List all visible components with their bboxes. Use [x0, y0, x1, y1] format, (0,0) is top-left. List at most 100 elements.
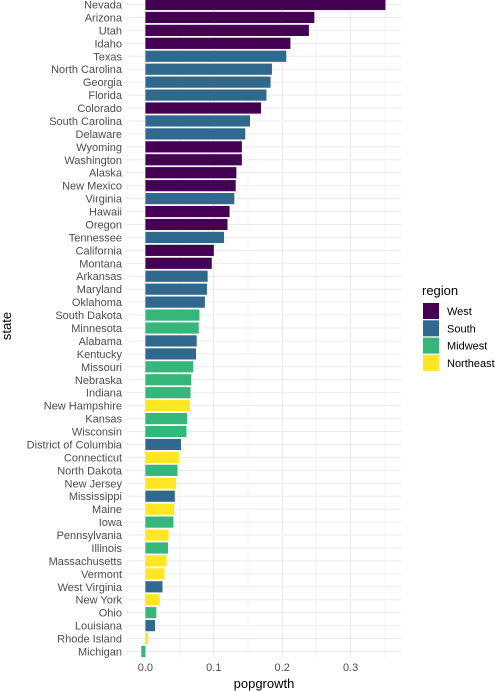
x-tick-label: 0.3 [343, 662, 358, 674]
bar [145, 464, 178, 476]
bar [145, 11, 315, 24]
legend-key [423, 354, 439, 371]
bar [145, 361, 194, 373]
state-tick-label: West Virginia [58, 582, 123, 594]
state-tick-label: Idaho [94, 38, 122, 50]
state-tick-label: California [76, 245, 123, 257]
bar [145, 205, 230, 218]
state-tick-label: South Carolina [49, 116, 123, 128]
bar [145, 141, 242, 153]
state-tick-label: Washington [64, 155, 122, 167]
state-tick-label: Nebraska [75, 375, 123, 387]
state-tick-label: Arizona [85, 12, 123, 24]
x-tick-label: 0.1 [206, 662, 221, 674]
state-tick-label: Missouri [81, 362, 122, 374]
state-tick-label: District of Columbia [27, 439, 123, 451]
legend-title: region [422, 283, 458, 298]
legend-label: Northeast [447, 358, 495, 370]
state-tick-label: Ohio [99, 608, 122, 620]
state-tick-label: Colorado [77, 103, 122, 115]
legend-label: Midwest [447, 341, 487, 353]
state-tick-label: Nevada [84, 0, 123, 12]
state-tick-label: Georgia [83, 77, 123, 89]
state-tick-label: Oklahoma [72, 297, 123, 309]
y-axis-title: state [0, 312, 14, 340]
bar [145, 128, 246, 140]
bar [145, 348, 197, 360]
bar [145, 50, 287, 62]
bar [145, 400, 190, 412]
state-tick-label: New Hampshire [44, 401, 122, 413]
bar [145, 180, 236, 192]
bar [145, 218, 228, 231]
bar [145, 516, 174, 528]
bar [145, 581, 163, 593]
bars [141, 0, 386, 658]
bar [145, 0, 386, 11]
bar [145, 257, 212, 269]
state-tick-label: Florida [88, 90, 123, 102]
legend-items: West South Midwest Northeast [423, 303, 495, 371]
state-tick-label: Wisconsin [72, 427, 122, 439]
x-tick-labels: 0.0 0.1 0.2 0.3 [138, 662, 358, 674]
legend-key [423, 320, 439, 337]
state-tick-label: Louisiana [75, 621, 123, 633]
bar [145, 102, 261, 114]
bar [145, 89, 267, 101]
bar [145, 555, 167, 567]
bar [145, 193, 235, 205]
state-tick-label: Alabama [79, 336, 123, 348]
legend-label: South [447, 323, 476, 335]
bar [145, 115, 251, 127]
x-tick-label: 0.0 [138, 662, 153, 674]
state-tick-label: Rhode Island [57, 634, 122, 646]
bar [145, 542, 168, 554]
bar [145, 24, 309, 36]
bar [145, 477, 177, 489]
state-tick-label: Connecticut [64, 452, 122, 464]
state-tick-label: Kentucky [77, 349, 123, 361]
state-tick-label: North Carolina [51, 64, 123, 76]
state-tick-label: Mississippi [69, 491, 122, 503]
state-tick-label: Iowa [99, 517, 123, 529]
state-tick-label: Maryland [77, 284, 122, 296]
bar [145, 37, 291, 49]
bar [145, 231, 225, 244]
bar [145, 425, 187, 438]
state-tick-label: Indiana [86, 388, 123, 400]
state-tick-label: Michigan [78, 647, 122, 659]
bar [145, 374, 192, 386]
bar [145, 503, 175, 515]
state-tick-label: North Dakota [57, 465, 123, 477]
bar [145, 632, 149, 645]
bar [145, 154, 242, 166]
state-tick-label: Oregon [85, 219, 122, 231]
bar [145, 529, 169, 541]
bar [145, 490, 175, 502]
x-axis-title: popgrowth [234, 676, 295, 691]
legend-label: West [447, 306, 472, 318]
state-tick-label: Wyoming [76, 142, 122, 154]
bar [145, 309, 200, 321]
state-tick-label: Delaware [76, 129, 122, 141]
bar [145, 76, 271, 88]
state-tick-label: South Dakota [55, 310, 123, 322]
bar [145, 607, 157, 619]
state-tick-label: Montana [79, 258, 123, 270]
state-tick-label: Pennsylvania [57, 530, 123, 542]
bar [145, 387, 191, 399]
bar [145, 283, 207, 295]
legend-key [423, 303, 439, 319]
state-tick-label: Illinois [91, 543, 122, 555]
state-tick-label: Massachusetts [49, 556, 123, 568]
state-tick-label: Vermont [81, 569, 122, 581]
bar [145, 335, 197, 347]
bar [145, 594, 160, 606]
bar [141, 645, 146, 658]
state-tick-label: Virginia [86, 194, 123, 206]
bar [145, 296, 205, 308]
bar [145, 451, 179, 463]
